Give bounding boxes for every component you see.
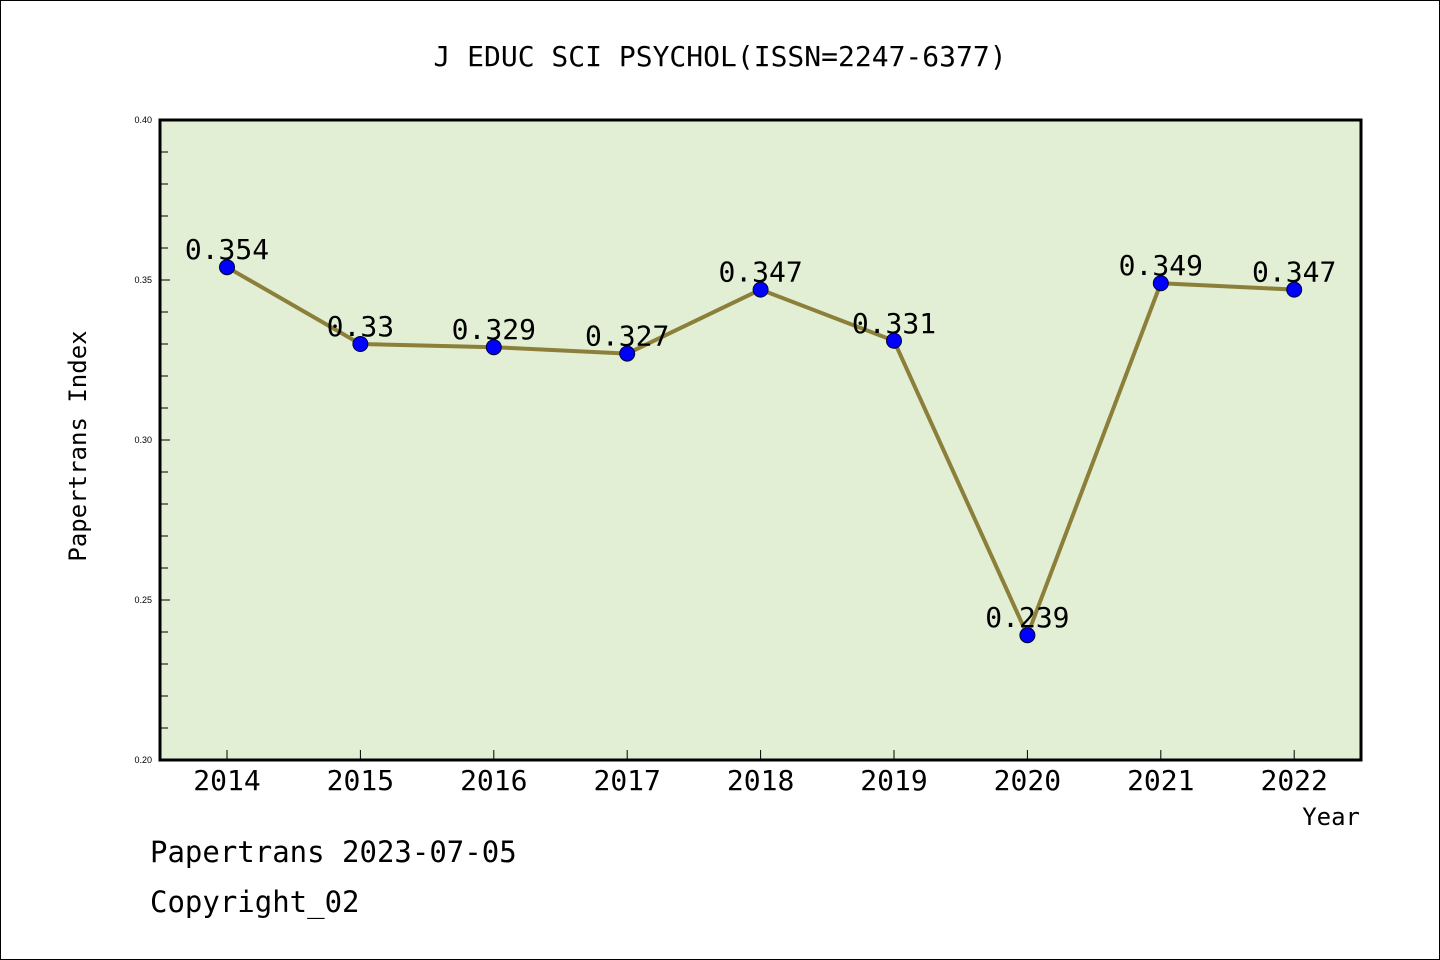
data-point	[1152, 275, 1169, 292]
y-tick-label: 0.20	[134, 755, 152, 765]
y-tick-label: 0.35	[134, 275, 152, 285]
footer-copyright: Copyright_02	[150, 885, 360, 919]
data-point	[752, 281, 769, 298]
data-label: 0.327	[585, 320, 669, 353]
data-label: 0.239	[985, 601, 1069, 634]
data-point	[219, 259, 235, 276]
x-tick-label: 2016	[460, 764, 527, 797]
data-label: 0.331	[852, 307, 936, 340]
data-point	[886, 332, 902, 349]
x-axis-label: Year	[1302, 803, 1360, 831]
y-tick-label: 0.40	[134, 115, 152, 125]
y-tick-label: 0.25	[134, 595, 152, 605]
data-label: 0.347	[1252, 256, 1336, 289]
x-tick-label: 2022	[1260, 764, 1327, 797]
data-label: 0.349	[1119, 249, 1203, 282]
data-label: 0.347	[718, 256, 802, 289]
x-axis-ticks: 2014 2015 2016 2017 2018 2019 2020 2021 2022	[193, 750, 1328, 797]
x-tick-label: 2014	[193, 764, 260, 797]
y-axis-label: Papertrans Index	[64, 330, 92, 561]
data-label: 0.33	[327, 310, 394, 343]
data-label: 0.329	[452, 313, 536, 346]
footer-date-line: Papertrans 2023-07-05	[150, 835, 517, 869]
plot-area	[158, 118, 1363, 762]
data-point	[1019, 627, 1036, 644]
x-tick-label: 2020	[994, 764, 1061, 797]
x-tick-label: 2018	[727, 764, 794, 797]
data-point	[485, 339, 502, 356]
data-point	[619, 345, 636, 362]
y-axis-ticks: 0.20 0.25 0.30 0.35 0.40	[134, 115, 170, 765]
y-tick-label: 0.30	[134, 435, 152, 445]
data-series: 0.354 0.33 0.329 0.327 0.347 0.331 0.239 0.349 0…	[185, 233, 1336, 644]
data-point	[352, 336, 369, 352]
x-tick-label: 2019	[860, 764, 927, 797]
chart-title: J EDUC SCI PSYCHOL(ISSN=2247-6377)	[433, 40, 1006, 73]
data-label: 0.354	[185, 233, 269, 266]
x-tick-label: 2021	[1127, 764, 1194, 797]
data-point	[1286, 281, 1303, 298]
x-tick-label: 2017	[593, 764, 660, 797]
x-tick-label: 2015	[327, 764, 394, 797]
